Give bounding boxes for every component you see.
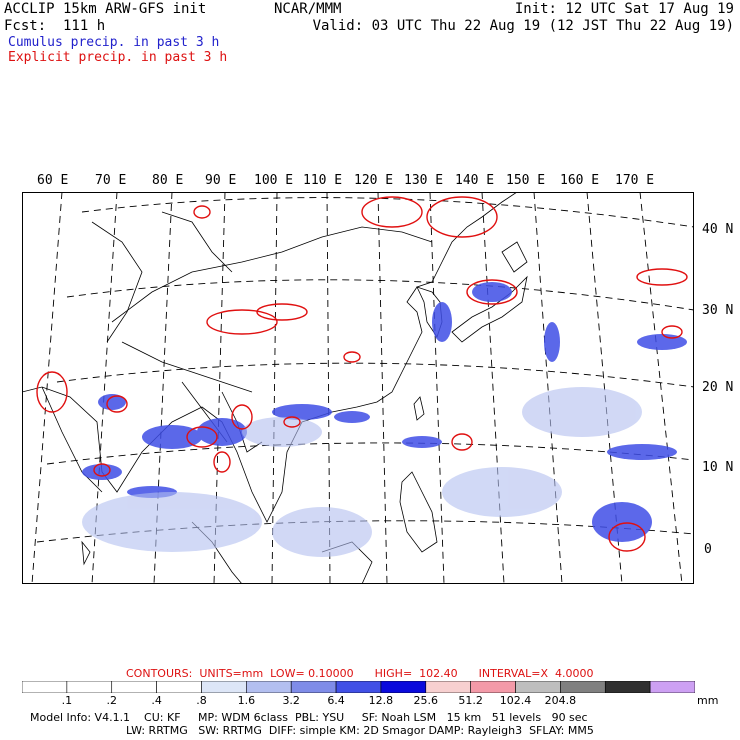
- lon-label: 160 E: [560, 173, 600, 188]
- lon-label: 140 E: [455, 173, 495, 188]
- lon-label: 150 E: [506, 173, 546, 188]
- legend-explicit: Explicit precip. in past 3 h: [8, 50, 228, 65]
- colorbar-tick-label: 12.8: [368, 694, 394, 707]
- model-info-line1: Model Info: V4.1.1 CU: KF MP: WDM 6class…: [30, 711, 588, 724]
- lon-label: 80 E: [152, 173, 184, 188]
- forecast-hour: Fcst: 111 h: [4, 18, 106, 34]
- colorbar-tick-label: 51.2: [458, 694, 483, 707]
- colorbar-tick-label: 102.4: [499, 694, 532, 707]
- lon-label: 120 E: [354, 173, 394, 188]
- colorbar-swatch: [22, 681, 68, 693]
- cumulus-precip-light: [82, 387, 642, 557]
- lat-label: 20 N: [702, 380, 734, 395]
- init-time: Init: 12 UTC Sat 17 Aug 19: [514, 1, 734, 17]
- lon-label: 110 E: [303, 173, 343, 188]
- lon-label: 60 E: [37, 173, 69, 188]
- colorbar-swatch: [425, 681, 471, 693]
- colorbar-swatch: [290, 681, 337, 693]
- explicit-precip: [36, 196, 688, 552]
- lon-label: 170 E: [615, 173, 655, 188]
- colorbar-tick-label: .1: [61, 694, 73, 707]
- colorbar-swatch: [560, 681, 606, 693]
- colorbar-swatch: [111, 681, 157, 693]
- lon-label: 70 E: [95, 173, 127, 188]
- run-title: ACCLIP 15km ARW-GFS init: [4, 1, 207, 17]
- cumulus-precip: [82, 282, 687, 542]
- colorbar-tick-label: 25.6: [413, 694, 439, 707]
- colorbar-swatch: [66, 681, 113, 693]
- colorbar-tick-label: 3.2: [282, 694, 300, 707]
- lat-label: 10 N: [702, 460, 734, 475]
- colorbar-unit: mm: [697, 694, 719, 707]
- colorbar-tick-label: 204.8: [544, 694, 577, 707]
- model-info-line2: LW: RRTMG SW: RRTMG DIFF: simple KM: 2D …: [126, 724, 594, 737]
- center-label: NCAR/MMM: [274, 1, 342, 17]
- contour-info: CONTOURS: UNITS=mm LOW= 0.10000 HIGH= 10…: [126, 667, 594, 680]
- colorbar-swatch: [515, 681, 561, 693]
- lon-label: 100 E: [254, 173, 294, 188]
- lon-label: 90 E: [205, 173, 237, 188]
- colorbar-tick-label: 6.4: [327, 694, 345, 707]
- colorbar-swatch: [246, 681, 292, 693]
- lat-label: 30 N: [702, 303, 734, 318]
- colorbar-swatch: [649, 681, 695, 693]
- colorbar-swatch: [604, 681, 651, 693]
- colorbar-tick-label: .2: [106, 694, 117, 707]
- colorbar-swatch: [201, 681, 247, 693]
- legend-cumulus: Cumulus precip. in past 3 h: [8, 35, 220, 50]
- lat-label: 0: [704, 542, 712, 557]
- colorbar-swatch: [335, 681, 382, 693]
- colorbar-tick-label: 1.6: [237, 694, 256, 707]
- lat-label: 40 N: [702, 222, 734, 237]
- colorbar-swatch: [156, 681, 202, 693]
- colorbar-tick-label: .8: [196, 694, 207, 707]
- colorbar: [22, 681, 695, 693]
- colorbar-swatch: [380, 681, 427, 693]
- lon-label: 130 E: [404, 173, 444, 188]
- colorbar-swatch: [470, 681, 516, 693]
- colorbar-tick-label: .4: [151, 694, 162, 707]
- valid-time: Valid: 03 UTC Thu 22 Aug 19 (12 JST Thu …: [312, 18, 734, 34]
- precip-map: [22, 192, 694, 584]
